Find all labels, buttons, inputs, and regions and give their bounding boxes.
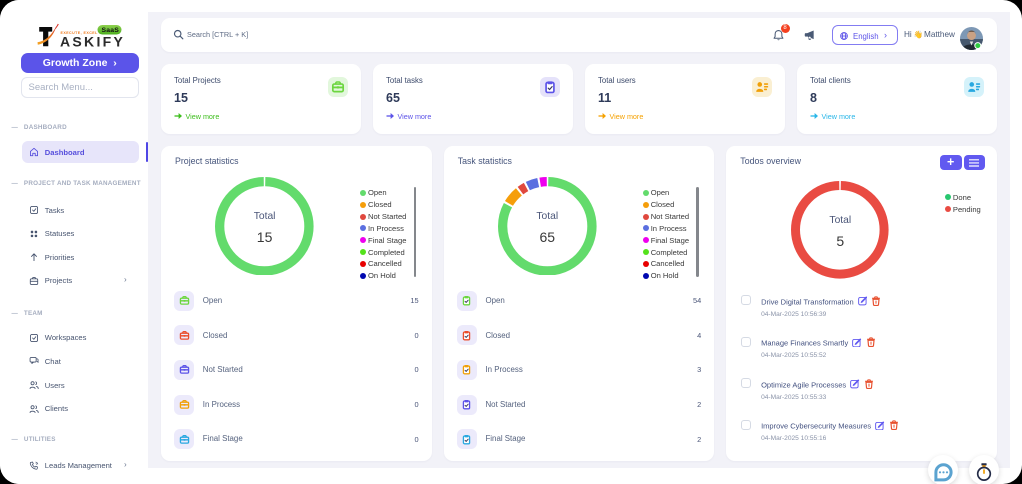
svg-text:EXECUTE, EXCEL: EXECUTE, EXCEL: [61, 31, 99, 35]
svg-text:SaaS: SaaS: [102, 27, 120, 34]
svg-text:ASKIFY: ASKIFY: [60, 33, 125, 49]
